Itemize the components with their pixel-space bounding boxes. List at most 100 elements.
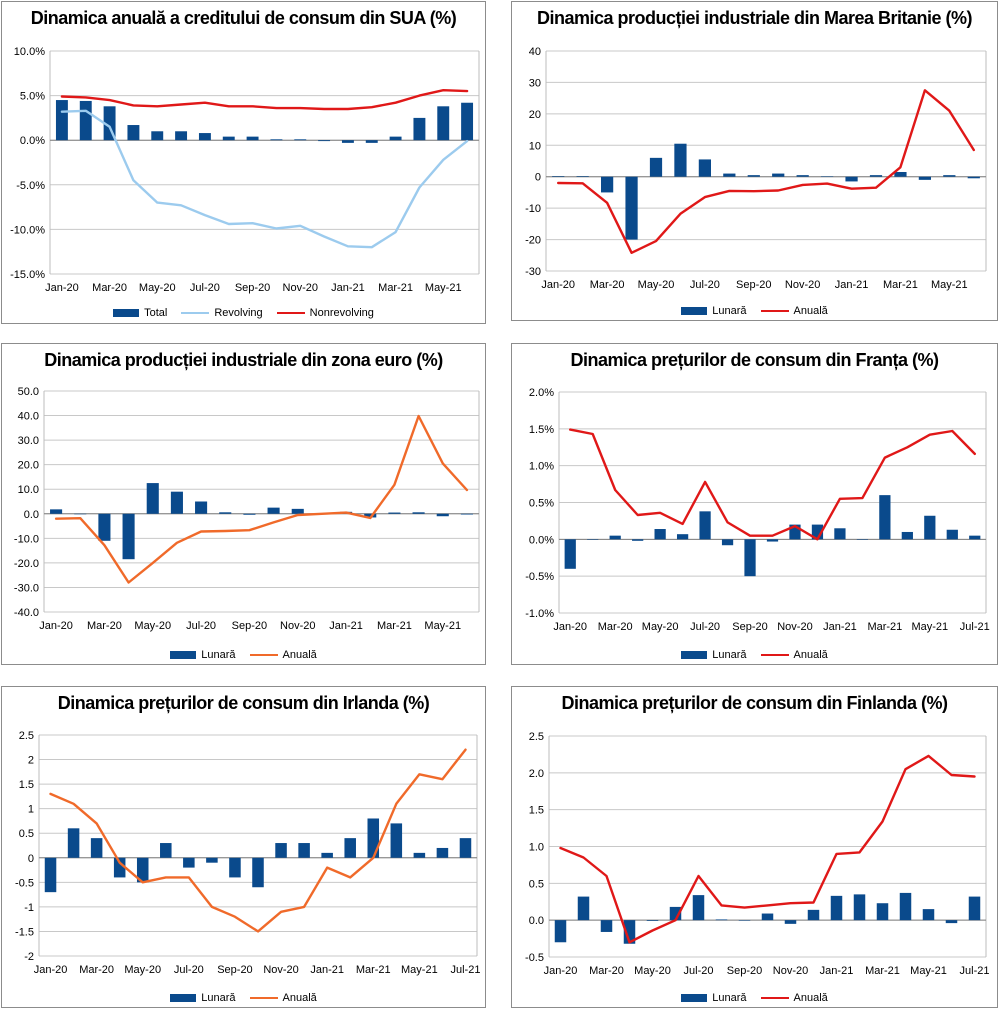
bar-lunar- [853,894,866,921]
y-tick-label: 1.5 [529,805,544,817]
bar-lunar- [459,838,472,858]
legend-swatch-lunara [170,994,197,1002]
x-tick-label: Nov-20 [785,279,820,291]
y-tick-label: 10.0% [14,46,45,58]
x-tick-label: May-20 [134,620,171,632]
x-tick-label: Mar-21 [378,282,413,294]
bar-lunar- [160,843,172,858]
chart-legend: Lunară Anuală [2,992,485,1004]
x-tick-label: Mar-20 [79,964,114,976]
x-tick-label: Sep-20 [732,621,767,633]
x-tick-label: Jul-21 [960,965,990,977]
bar-lunar- [744,539,756,577]
y-tick-label: 0.0 [24,509,39,521]
legend-swatch-anuala [249,654,278,656]
bar-lunar- [554,920,567,943]
y-tick-label: 0.0 [529,915,544,927]
x-tick-label: Mar-21 [377,620,412,632]
y-tick-label: 20 [529,109,541,121]
x-tick-label: Jan-20 [541,279,575,291]
bar-lunar- [413,852,426,858]
y-tick-label: 1.0% [529,461,554,473]
chart-panel-usa-consumer-credit: Dinamica anuală a creditului de consum d… [1,1,486,324]
bar-total [222,136,235,141]
chart-plot-france-cpi: 2.0% 1.5% 1.0% 0.5% 0.0% -0.5% -1.0%Jan-20 Mar-… [525,387,989,633]
x-tick-label: Mar-20 [87,620,122,632]
bar-lunar- [74,513,87,515]
bar-total [175,131,188,141]
bar-lunar- [576,176,589,177]
legend-item-lunara: Lunară [681,992,747,1004]
y-tick-label: -1.5 [15,926,34,938]
series-line-anual- [569,428,976,541]
bar-total [103,106,116,141]
bar-lunar- [715,919,728,921]
bar-lunar- [44,857,57,893]
y-tick-label: 2.5 [529,731,544,743]
bar-lunar- [646,920,659,921]
bar-lunar- [796,175,809,177]
legend-label-lunara: Lunară [201,992,236,1004]
bar-lunar- [183,857,195,868]
bar-lunar- [946,529,958,540]
bar-lunar- [243,513,256,515]
x-tick-label: Mar-20 [598,621,633,633]
x-tick-label: Nov-20 [283,282,318,294]
x-tick-label: Nov-20 [263,964,298,976]
bar-lunar- [968,896,981,921]
chart-title: Dinamica prețurilor de consum din Finlan… [561,693,948,713]
bar-total [246,136,259,141]
bar-lunar- [699,511,711,540]
series-line-revolving [60,109,469,249]
y-tick-label: 2.5 [19,730,34,742]
bar-lunar- [577,896,590,921]
bar-lunar- [436,513,449,517]
x-tick-label: Nov-20 [773,965,808,977]
bar-lunar- [967,176,980,179]
bar-total [365,140,378,143]
x-tick-label: Mar-21 [867,621,902,633]
chart-legend: Lunară Anuală [512,992,997,1004]
legend-item-lunara: Lunară [681,305,747,317]
bar-lunar- [876,903,889,921]
y-tick-label: -5.0% [16,180,45,192]
legend-swatch-total [113,309,140,317]
x-tick-label: May-21 [425,282,462,294]
bar-lunar- [747,175,760,177]
bar-total [127,125,140,141]
legend-swatch-anuala [760,997,789,999]
bar-lunar- [632,539,644,541]
bar-total [198,133,211,141]
bar-lunar- [830,895,843,921]
bar-total [55,100,68,141]
x-tick-label: Jan-21 [835,279,869,291]
legend-label-lunara: Lunară [201,649,236,661]
x-tick-label: May-21 [931,279,968,291]
series-line-anual- [559,754,976,944]
y-tick-label: 40.0 [18,411,39,423]
bar-lunar- [390,823,403,858]
x-tick-label: Jan-21 [331,282,365,294]
y-tick-label: 2 [28,755,34,767]
legend-swatch-lunara [170,651,197,659]
legend-item-lunara: Lunară [170,992,236,1004]
legend-item-anuala: Anuală [760,992,828,1004]
x-tick-label: May-21 [911,621,948,633]
bar-lunar- [206,857,218,863]
y-tick-label: 20.0 [18,460,39,472]
x-tick-label: May-20 [634,965,671,977]
bar-lunar- [738,920,751,921]
x-tick-label: Jan-20 [45,282,79,294]
bar-lunar- [412,512,425,514]
legend-item-anuala: Anuală [249,649,317,661]
y-tick-label: -1 [24,902,34,914]
x-tick-label: Sep-20 [736,279,771,291]
x-tick-label: Jan-20 [544,965,578,977]
bar-lunar- [275,843,287,858]
bar-total [79,100,92,141]
bar-lunar- [943,175,956,177]
bar-lunar- [811,524,824,540]
bar-total [318,140,331,142]
